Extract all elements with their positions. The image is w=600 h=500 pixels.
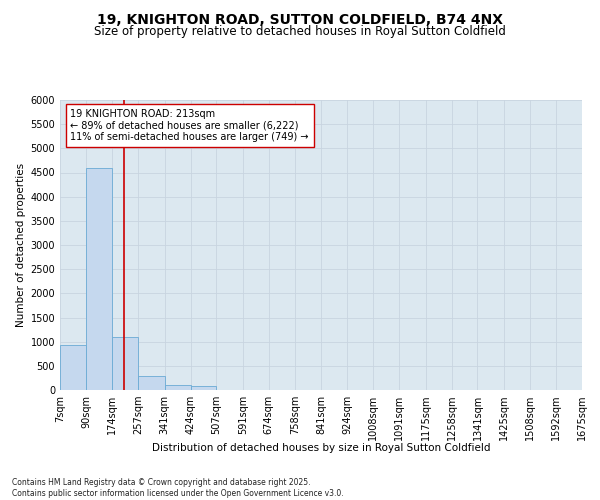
Bar (112, 337, 138, 390)
Text: 19, KNIGHTON ROAD, SUTTON COLDFIELD, B74 4NX: 19, KNIGHTON ROAD, SUTTON COLDFIELD, B74… (97, 12, 503, 26)
Text: Size of property relative to detached houses in Royal Sutton Coldfield: Size of property relative to detached ho… (94, 25, 506, 38)
X-axis label: Distribution of detached houses by size in Royal Sutton Coldfield: Distribution of detached houses by size … (152, 443, 490, 453)
Bar (164, 385, 191, 390)
Bar (86, 168, 112, 390)
Text: Contains HM Land Registry data © Crown copyright and database right 2025.
Contai: Contains HM Land Registry data © Crown c… (12, 478, 344, 498)
Y-axis label: Number of detached properties: Number of detached properties (16, 163, 26, 327)
Text: 19 KNIGHTON ROAD: 213sqm
← 89% of detached houses are smaller (6,222)
11% of sem: 19 KNIGHTON ROAD: 213sqm ← 89% of detach… (70, 108, 309, 142)
Bar (138, 376, 164, 390)
Bar (191, 386, 217, 390)
Bar (60, 345, 86, 390)
